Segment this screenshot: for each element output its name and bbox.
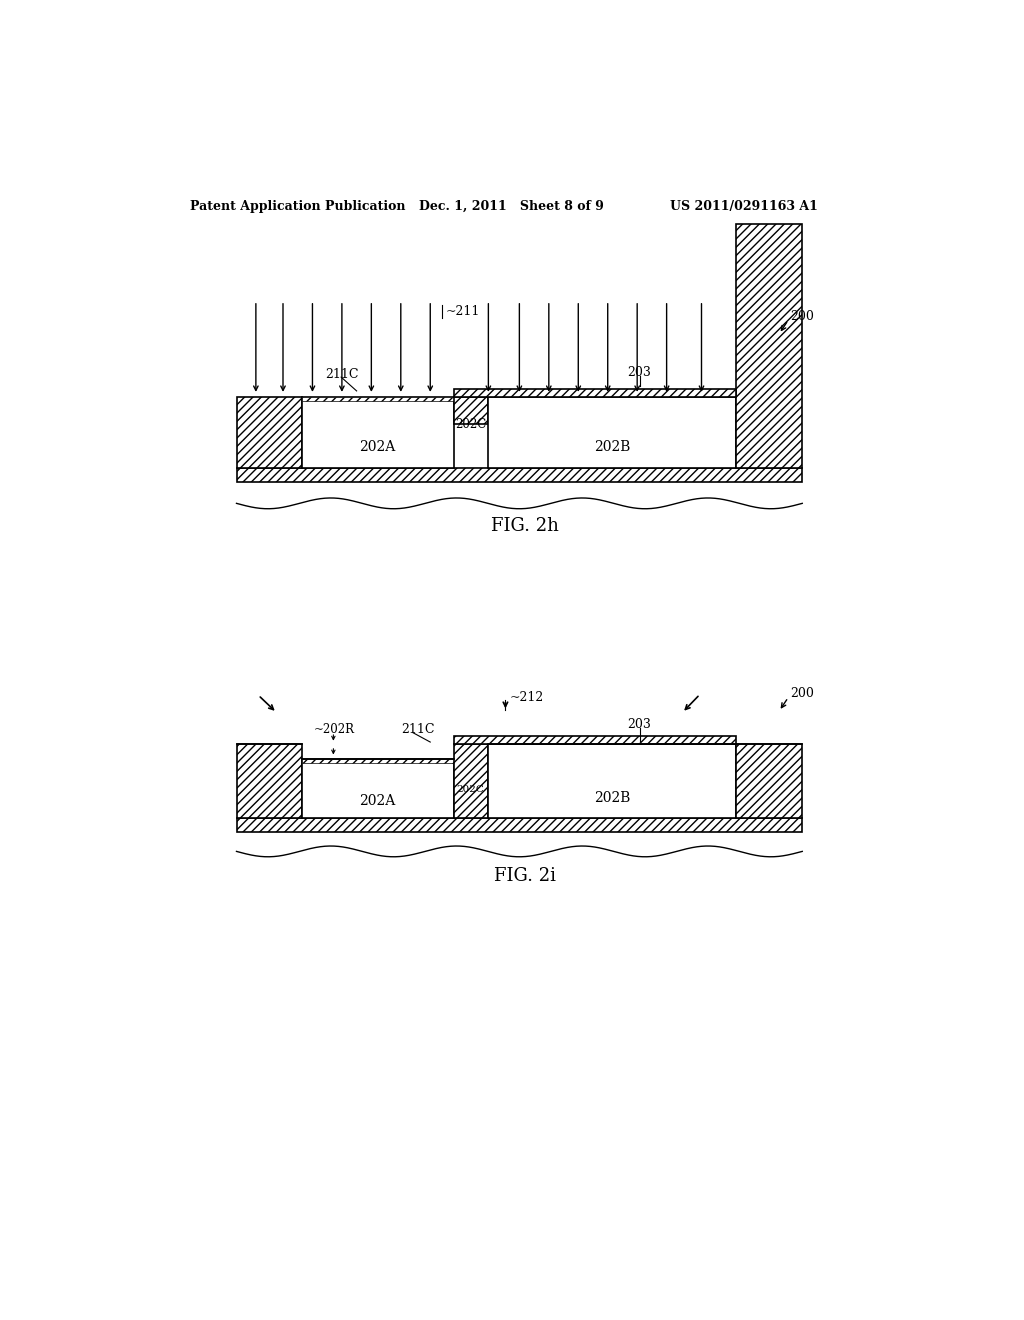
Text: 203: 203 [628, 366, 651, 379]
Bar [302, 759, 454, 818]
Text: ~212: ~212 [510, 690, 545, 704]
Text: 202A: 202A [359, 795, 395, 808]
Text: 202C: 202C [455, 417, 486, 430]
Text: 211C: 211C [400, 723, 434, 737]
Bar [488, 397, 736, 469]
Bar [454, 737, 736, 743]
Text: 202C: 202C [457, 785, 484, 795]
Bar [302, 759, 454, 763]
Bar [454, 397, 488, 424]
Text: 200: 200 [791, 686, 814, 700]
Text: FIG. 2i: FIG. 2i [494, 867, 556, 884]
Bar [736, 224, 802, 469]
Bar [488, 743, 736, 818]
Bar [237, 818, 802, 832]
Text: FIG. 2h: FIG. 2h [490, 517, 559, 536]
Bar [454, 389, 736, 397]
Bar [302, 397, 454, 401]
Bar [302, 397, 454, 469]
Text: 202A: 202A [359, 440, 395, 454]
Bar [454, 743, 488, 818]
Bar [237, 743, 302, 818]
Text: Patent Application Publication: Patent Application Publication [190, 199, 406, 213]
Text: 203: 203 [628, 718, 651, 731]
Text: 202B: 202B [594, 791, 631, 804]
Text: Dec. 1, 2011   Sheet 8 of 9: Dec. 1, 2011 Sheet 8 of 9 [419, 199, 603, 213]
Text: US 2011/0291163 A1: US 2011/0291163 A1 [671, 199, 818, 213]
Bar [237, 469, 802, 482]
Text: 202B: 202B [594, 440, 631, 454]
Bar [736, 743, 802, 818]
Text: 211C: 211C [326, 367, 359, 380]
Text: ~211: ~211 [445, 305, 480, 318]
Text: ~202R: ~202R [314, 723, 355, 737]
Bar [237, 397, 302, 469]
Text: 200: 200 [791, 310, 814, 323]
